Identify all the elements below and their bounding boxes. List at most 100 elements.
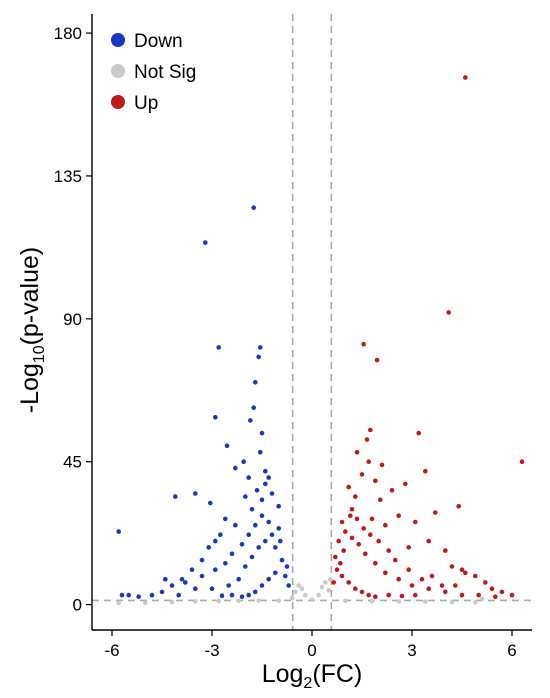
point-down-19 (173, 494, 178, 499)
point-down-23 (233, 522, 238, 528)
point-down-11 (233, 465, 238, 471)
point-down-57 (253, 589, 258, 595)
point-up-44 (383, 570, 388, 576)
point-down-44 (209, 586, 215, 591)
point-down-38 (136, 594, 141, 599)
point-up-51 (333, 554, 338, 560)
point-down-52 (276, 526, 282, 531)
point-up-4 (519, 459, 525, 465)
legend-label-up: Up (134, 93, 158, 114)
y-tick-label: 180 (54, 24, 82, 43)
point-up-28 (443, 548, 448, 553)
point-down-14 (263, 468, 268, 474)
point-down-10 (259, 430, 265, 436)
x-tick-label: -6 (104, 641, 119, 660)
y-axis-title: -Log10(p-value) (16, 247, 48, 414)
point-up-63 (439, 583, 445, 588)
point-down-34 (179, 576, 185, 582)
point-up-69 (368, 532, 373, 537)
point-up-41 (426, 586, 432, 591)
point-up-16 (346, 484, 352, 490)
point-up-31 (463, 570, 468, 576)
x-tick-label: 0 (307, 641, 316, 660)
x-tick-label: 6 (507, 641, 516, 660)
point-down-54 (273, 570, 278, 576)
x-axis-title-base: Log (262, 660, 304, 688)
point-up-32 (459, 567, 465, 572)
point-down-36 (159, 589, 165, 595)
point-down-66 (223, 561, 228, 566)
point-down-67 (229, 551, 235, 557)
point-up-43 (396, 576, 402, 582)
point-up-60 (386, 592, 392, 598)
point-down-58 (246, 592, 251, 598)
point-down-69 (246, 532, 251, 537)
y-tick-label: 45 (63, 453, 82, 472)
point-down-27 (276, 503, 282, 509)
point-up-50 (336, 538, 342, 544)
point-up-45 (373, 561, 378, 566)
point-not-sig-14 (316, 592, 322, 598)
point-up-7 (364, 437, 370, 442)
point-down-9 (224, 443, 230, 449)
point-down-55 (266, 576, 272, 582)
point-not-sig-24 (473, 600, 478, 605)
point-down-1 (203, 240, 208, 245)
point-down-17 (254, 488, 260, 493)
point-down-6 (251, 405, 256, 411)
point-up-5 (416, 430, 422, 436)
point-down-7 (213, 415, 218, 420)
x-tick-label: 3 (407, 641, 416, 660)
point-not-sig-12 (303, 592, 308, 598)
point-down-73 (273, 545, 278, 550)
point-down-71 (259, 513, 265, 518)
point-down-42 (176, 592, 181, 598)
point-down-24 (259, 497, 265, 503)
point-not-sig-25 (479, 596, 485, 602)
point-down-46 (236, 576, 241, 582)
point-not-sig-21 (396, 599, 402, 604)
point-up-64 (419, 576, 425, 582)
point-down-51 (269, 532, 275, 537)
point-down-4 (256, 354, 262, 360)
point-not-sig-15 (319, 584, 325, 590)
point-down-13 (258, 449, 263, 455)
point-down-25 (269, 491, 275, 496)
point-up-23 (349, 507, 355, 512)
point-up-46 (363, 551, 368, 557)
point-up-75 (429, 573, 435, 579)
point-up-21 (413, 519, 418, 525)
point-up-47 (356, 542, 362, 547)
point-down-77 (286, 583, 292, 588)
point-down-30 (213, 538, 218, 544)
point-down-49 (256, 545, 262, 550)
point-not-sig-20 (369, 598, 375, 604)
point-not-sig-23 (449, 599, 455, 605)
point-not-sig-18 (328, 576, 333, 582)
y-tick-label: 0 (73, 596, 82, 615)
point-up-29 (406, 545, 412, 550)
point-down-35 (169, 583, 175, 588)
point-down-16 (266, 475, 272, 480)
point-down-32 (199, 557, 205, 563)
legend-swatch-up (111, 95, 125, 109)
point-down-2 (216, 345, 221, 350)
point-not-sig-10 (296, 583, 302, 588)
point-down-3 (258, 345, 263, 350)
point-up-19 (433, 510, 438, 515)
x-axis-ticks: -6 -3 0 3 6 (104, 630, 517, 660)
point-down-8 (248, 418, 253, 423)
point-up-8 (354, 449, 360, 455)
point-not-sig-19 (343, 598, 348, 604)
x-axis-title-subscript: 2 (303, 675, 312, 692)
point-not-sig-5 (236, 598, 241, 604)
point-up-40 (443, 589, 448, 595)
point-not-sig-4 (216, 598, 221, 604)
y-axis-title-subscript: 10 (31, 345, 48, 363)
y-axis-ticks: 0 45 90 135 180 (54, 24, 92, 615)
point-up-26 (339, 519, 345, 525)
point-down-12 (241, 459, 246, 465)
point-up-36 (499, 589, 505, 595)
point-down-56 (259, 583, 265, 588)
